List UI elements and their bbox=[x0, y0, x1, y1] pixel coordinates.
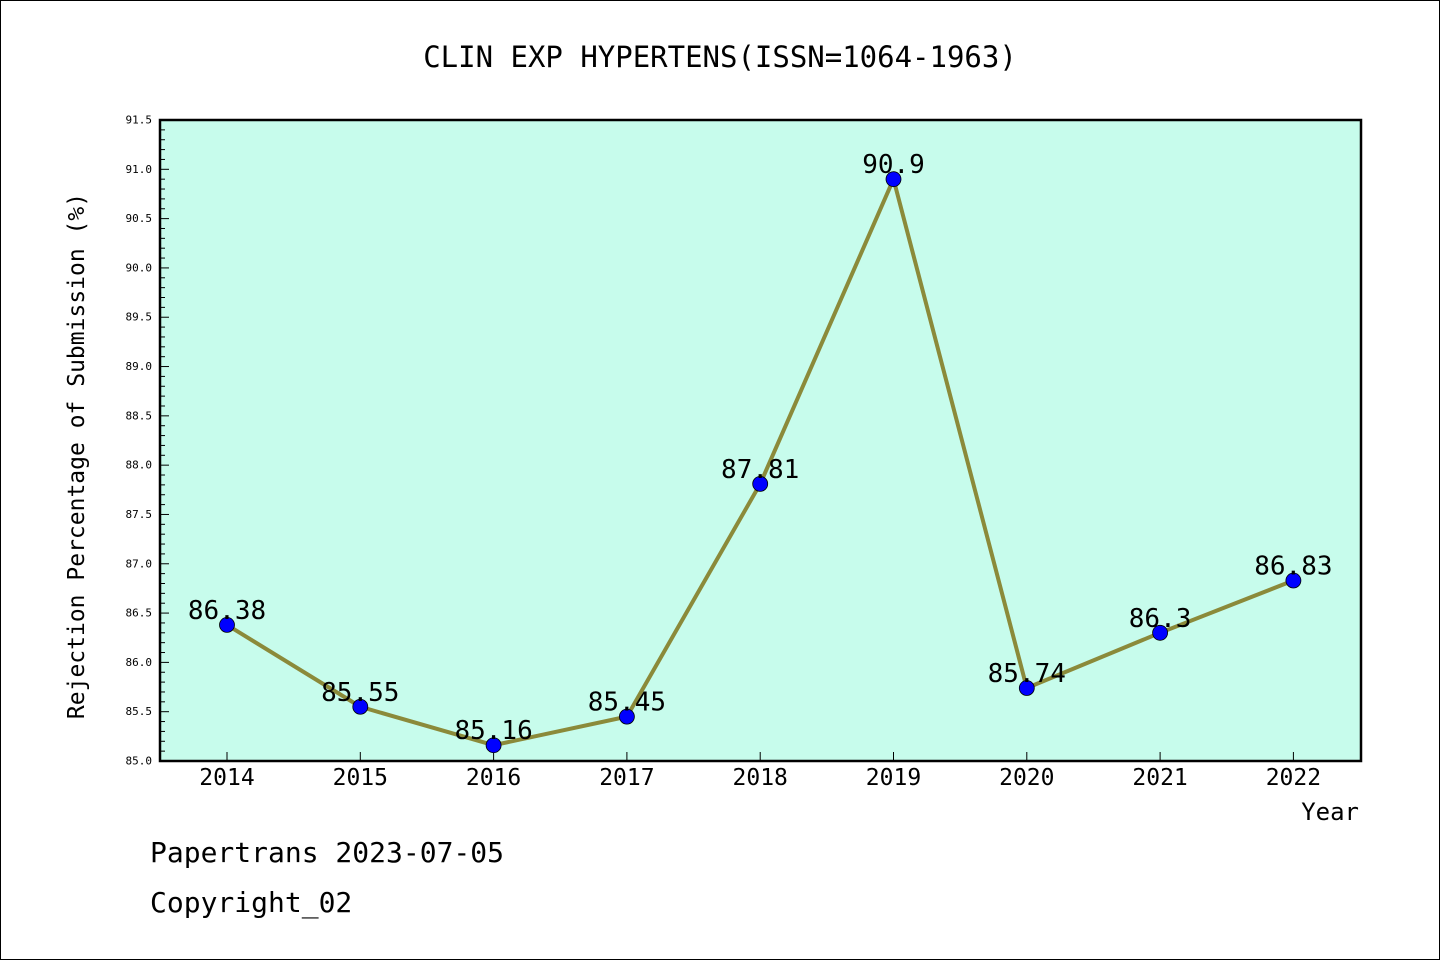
y-tick-label: 87.0 bbox=[126, 557, 153, 570]
y-tick-label: 85.5 bbox=[126, 705, 153, 718]
data-label: 85.74 bbox=[988, 659, 1066, 689]
data-point-marker bbox=[352, 698, 369, 715]
x-tick-label: 2019 bbox=[866, 765, 921, 791]
y-axis: 85.0 85.5 86.0 86.5 87.0 87.5 88.0 88.5 89.0 89.5… bbox=[126, 114, 169, 768]
data-point-marker bbox=[885, 171, 902, 188]
x-axis-label: Year bbox=[1301, 798, 1359, 826]
data-point-marker bbox=[619, 708, 635, 725]
y-tick-label: 91.5 bbox=[126, 114, 153, 127]
y-tick-label: 88.0 bbox=[126, 459, 153, 472]
x-tick-label: 2016 bbox=[466, 765, 521, 791]
data-label: 85.45 bbox=[588, 688, 666, 718]
data-point-marker bbox=[219, 617, 235, 633]
data-label: 87.81 bbox=[721, 455, 799, 485]
y-tick-label: 90.5 bbox=[126, 212, 153, 225]
data-point-marker bbox=[1285, 572, 1302, 589]
y-tick-label: 86.5 bbox=[126, 607, 153, 620]
data-label: 85.55 bbox=[321, 678, 399, 708]
y-tick-label: 89.0 bbox=[126, 360, 153, 373]
y-axis-label: Rejection Percentage of Submission (%) bbox=[64, 193, 90, 719]
y-tick-label: 88.5 bbox=[126, 409, 153, 422]
data-label: 85.16 bbox=[454, 716, 532, 746]
copyright-text: Copyright_02 bbox=[150, 886, 353, 919]
x-tick-label: 2020 bbox=[999, 765, 1054, 791]
x-tick-label: 2017 bbox=[599, 765, 654, 791]
source-date-text: Papertrans 2023-07-05 bbox=[150, 836, 505, 869]
y-tick-label: 91.0 bbox=[126, 163, 153, 176]
x-tick-label: 2015 bbox=[333, 765, 388, 791]
series-layer: 86.38 85.55 85.16 85.45 87.81 90.9 85.74 86.3 86… bbox=[188, 150, 1333, 754]
x-tick-label: 2014 bbox=[199, 765, 254, 791]
plot-area bbox=[158, 118, 1363, 763]
x-axis: 2014 2015 2016 2017 2018 2019 2020 2021 2022 bbox=[199, 752, 1321, 791]
y-tick-label: 85.0 bbox=[126, 755, 153, 768]
data-label: 86.38 bbox=[188, 596, 266, 626]
y-tick-label: 87.5 bbox=[126, 508, 153, 521]
data-point-marker bbox=[485, 737, 502, 754]
data-label: 86.83 bbox=[1254, 552, 1332, 582]
x-tick-label: 2021 bbox=[1132, 765, 1187, 791]
y-tick-label: 89.5 bbox=[126, 311, 153, 324]
x-tick-label: 2018 bbox=[733, 765, 788, 791]
data-point-marker bbox=[752, 475, 769, 492]
data-label: 86.3 bbox=[1129, 604, 1192, 634]
y-tick-label: 90.0 bbox=[126, 261, 153, 274]
data-point-marker bbox=[1018, 680, 1035, 696]
x-tick-label: 2022 bbox=[1266, 765, 1321, 791]
chart-title: CLIN EXP HYPERTENS(ISSN=1064-1963) bbox=[423, 40, 1017, 74]
data-point-marker bbox=[1152, 624, 1168, 641]
y-tick-label: 86.0 bbox=[126, 656, 153, 669]
data-label: 90.9 bbox=[862, 150, 925, 180]
